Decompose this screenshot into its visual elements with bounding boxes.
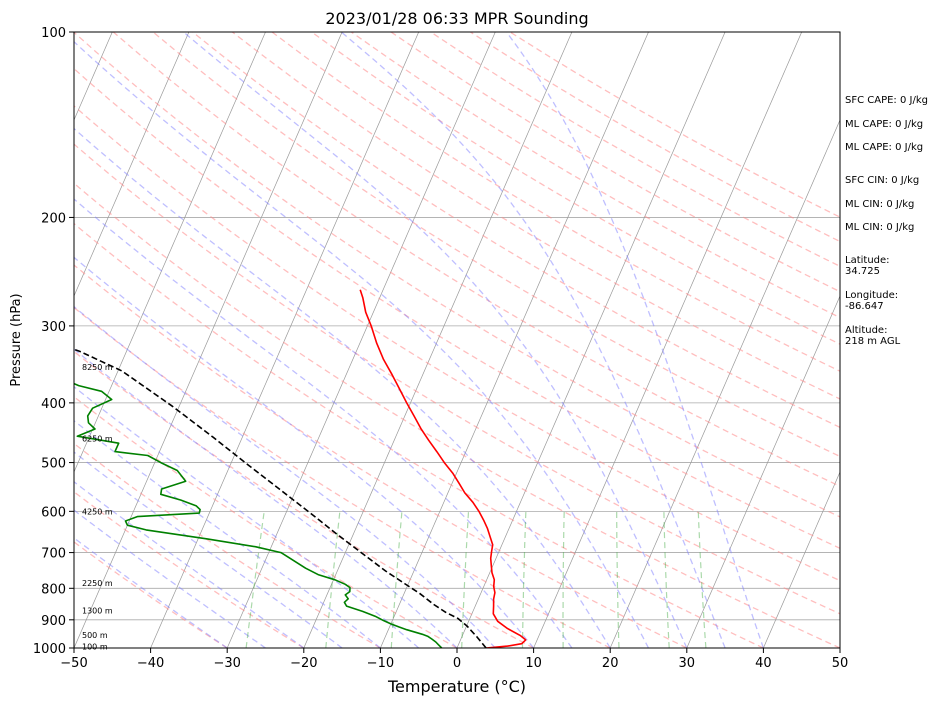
x-tick-label: 10 (525, 656, 542, 671)
moist-adiabat (74, 480, 305, 648)
x-tick-label: −40 (137, 656, 164, 671)
series-line-2 (74, 348, 487, 648)
y-axis: 100 200 300 400 500 600 700 800 900 1000 (33, 26, 74, 657)
series-line-0 (359, 289, 527, 648)
chart-title: 2023/01/28 06:33 MPR Sounding (325, 9, 588, 28)
moist-adiabat (74, 348, 458, 648)
y-tick-label: 700 (41, 547, 66, 562)
stat-longitude: Longitude: -86.647 (845, 290, 899, 312)
stat-ml-cape: ML CAPE: 0 J/kg (845, 119, 924, 130)
isotherm-line (380, 32, 649, 648)
moist-adiabat (74, 509, 266, 648)
stat-altitude: Altitude: 218 m AGL (845, 325, 901, 347)
y-tick-label: 900 (41, 614, 66, 629)
x-tick-label: −20 (290, 656, 317, 671)
y-tick-label: 1000 (33, 642, 66, 657)
moist-adiabat (74, 537, 228, 648)
dry-adiabat (271, 32, 840, 372)
height-label: 6250 m (82, 435, 113, 444)
height-labels: 8250 m 6250 m 4250 m 2250 m 1300 m 500 m 100 m (82, 363, 113, 651)
moist-adiabat (183, 32, 688, 648)
mixing-ratio-line (245, 511, 265, 648)
height-label: 4250 m (82, 507, 113, 516)
stat-ml-cin-2: ML CIN: 0 J/kg (845, 222, 915, 233)
moist-adiabat (74, 256, 535, 648)
isotherm-line (74, 32, 190, 297)
moist-adiabat (74, 385, 420, 648)
guide-lines (74, 32, 840, 648)
isotherm-line (609, 119, 840, 648)
isotherm-line (763, 471, 840, 648)
plot-frame (73, 31, 841, 649)
y-tick-label: 400 (41, 397, 66, 412)
dry-adiabat (74, 105, 840, 582)
moist-adiabat (74, 198, 573, 648)
mixing-ratio-line (697, 511, 707, 648)
dry-adiabat (74, 306, 611, 648)
dry-adiabat (74, 541, 228, 648)
dry-adiabat (74, 395, 458, 648)
y-tick-label: 800 (41, 582, 66, 597)
dry-adiabat (152, 32, 840, 458)
series-layer (74, 289, 527, 648)
isotherm-line (74, 32, 343, 648)
height-label: 500 m (82, 631, 108, 640)
stat-sfc-cin: SFC CIN: 0 J/kg (845, 175, 920, 186)
stat-ml-cin: ML CIN: 0 J/kg (845, 199, 915, 210)
x-tick-label: 40 (755, 656, 772, 671)
isotherm-line (226, 32, 496, 648)
dry-adiabat (311, 32, 840, 345)
isotherm-line (74, 32, 266, 473)
moist-adiabat (74, 305, 496, 648)
stat-sfc-cape: SFC CAPE: 0 J/kg (845, 95, 928, 106)
dry-adiabat (192, 32, 840, 429)
x-axis: −50 −40 −30 −20 −10 0 10 20 30 40 50 (60, 648, 848, 671)
isotherm-line (303, 32, 573, 648)
stat-ml-cape-2: ML CAPE: 0 J/kg (845, 142, 924, 153)
stat-latitude: Latitude: 34.725 (845, 255, 890, 277)
dry-adiabat (74, 350, 534, 648)
height-label: 1300 m (82, 607, 113, 616)
moist-adiabat (74, 451, 343, 648)
isotherm-line (456, 32, 726, 648)
dry-adiabat (74, 67, 840, 549)
dry-adiabat (74, 442, 381, 648)
height-label: 100 m (82, 642, 108, 651)
isotherm-line (533, 32, 803, 648)
isotherm-line (150, 32, 420, 648)
dry-adiabat (74, 264, 688, 648)
x-axis-label: Temperature (°C) (387, 677, 526, 696)
dry-adiabat (74, 32, 840, 518)
x-tick-label: −30 (213, 656, 240, 671)
moist-adiabat (74, 40, 650, 648)
y-axis-label: Pressure (hPa) (9, 293, 24, 386)
dry-adiabat (74, 491, 305, 648)
moist-adiabat (340, 32, 726, 648)
y-tick-label: 600 (41, 505, 66, 520)
mixing-ratio-line (616, 511, 620, 648)
y-tick-label: 200 (41, 211, 66, 226)
mixing-ratio-line (521, 511, 527, 648)
x-tick-label: −10 (367, 656, 394, 671)
y-tick-label: 100 (41, 26, 66, 41)
x-tick-label: 30 (679, 656, 696, 671)
x-tick-label: 50 (832, 656, 849, 671)
height-label: 2250 m (82, 579, 113, 588)
isotherm-line (686, 295, 840, 648)
series-line-1 (74, 382, 443, 648)
dry-adiabat (74, 182, 840, 648)
moist-adiabat (505, 32, 765, 648)
moist-adiabat (74, 419, 381, 648)
dry-adiabat (74, 143, 840, 615)
x-tick-label: −50 (60, 656, 87, 671)
y-tick-label: 300 (41, 320, 66, 335)
x-tick-label: 0 (453, 656, 461, 671)
x-tick-label: 20 (602, 656, 619, 671)
grid-layer (74, 31, 840, 649)
y-tick-label: 500 (41, 457, 66, 472)
height-label: 8250 m (82, 363, 113, 372)
moist-adiabat (74, 127, 611, 648)
